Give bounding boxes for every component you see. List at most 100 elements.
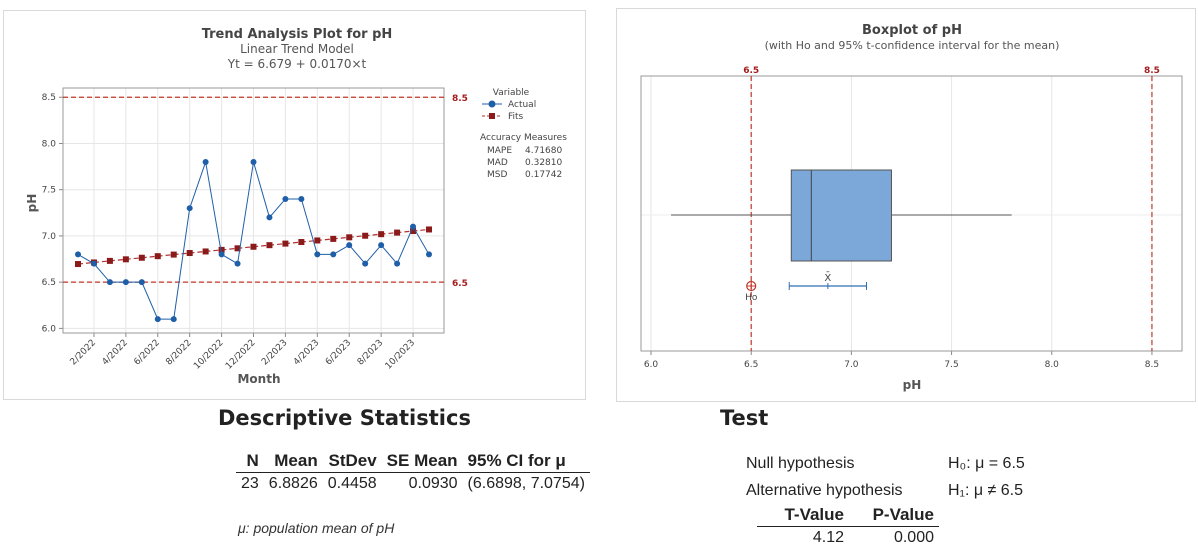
actual-point — [298, 195, 305, 202]
fits-point — [282, 240, 289, 247]
actual-point — [186, 205, 193, 212]
cell-t-value: 4.12 — [812, 529, 844, 546]
iqr-box — [790, 169, 892, 262]
xbar-label: X̄ — [824, 271, 831, 284]
accuracy-label-msd: MSD — [487, 170, 507, 180]
actual-point — [266, 214, 273, 221]
fits-point — [330, 235, 337, 242]
accuracy-label-mad: MAD — [487, 158, 508, 168]
actual-point — [234, 260, 241, 267]
boxplot-subtitle: (with Ho and 95% t-confidence interval f… — [765, 39, 1060, 52]
actual-point — [378, 242, 385, 249]
column-header-ci: 95% CI for μ — [462, 450, 590, 473]
y-tick-label: 6.5 — [42, 278, 56, 288]
fits-point — [75, 261, 81, 268]
column-header-p-value: P-Value — [849, 504, 939, 527]
column-header-stdev: StDev — [322, 450, 382, 473]
actual-point — [138, 279, 145, 286]
fits-point — [234, 245, 241, 252]
cell-ci: (6.6898, 7.0754) — [467, 475, 585, 492]
actual-point — [282, 195, 289, 202]
fits-point — [298, 239, 305, 246]
fits-point — [138, 254, 145, 261]
actual-point — [314, 251, 321, 258]
null-hypothesis-label: Null hypothesis — [746, 455, 855, 472]
boxplot-frame — [640, 75, 1183, 352]
column-header-t-value: T-Value — [757, 504, 849, 527]
cell-p-value: 0.000 — [893, 529, 934, 546]
reference-line-label: 8.5 — [1144, 66, 1160, 76]
x-tick-label: 8/2023 — [356, 338, 385, 367]
actual-point — [75, 251, 81, 258]
trend-analysis-panel: Trend Analysis Plot for pH Linear Trend … — [3, 10, 586, 400]
fits-point — [154, 253, 161, 260]
x-tick-label: 10/2022 — [192, 338, 226, 372]
x-tick-label: 2/2022 — [69, 338, 98, 367]
x-tick-label: 7.0 — [844, 360, 859, 370]
actual-point — [122, 279, 129, 286]
fits-point — [378, 231, 385, 238]
table-row: 23 6.8826 0.4458 0.0930 (6.6898, 7.0754) — [236, 473, 590, 496]
boxplot-title: Boxplot of pH — [862, 23, 962, 38]
cell-n: 23 — [241, 475, 259, 492]
cell-stdev: 0.4458 — [327, 475, 377, 492]
actual-point — [330, 251, 337, 258]
test-table: T-Value P-Value 4.12 0.000 — [757, 504, 939, 549]
column-header-se-mean: SE Mean — [381, 450, 463, 473]
descriptive-statistics-table: N Mean StDev SE Mean 95% CI for μ 23 6.8… — [236, 450, 590, 495]
trend-x-axis-label: Month — [237, 372, 280, 386]
fits-point — [106, 257, 113, 264]
y-tick-label: 7.0 — [42, 232, 57, 242]
accuracy-value-msd: 0.17742 — [525, 170, 562, 180]
x-tick-label: 6.5 — [744, 360, 758, 370]
x-tick-label: 4/2022 — [101, 338, 130, 367]
fits-point — [122, 256, 129, 263]
x-tick-label: 8.0 — [1045, 360, 1060, 370]
trend-y-axis-label: pH — [25, 194, 39, 213]
trend-equation: Yt = 6.679 + 0.0170×t — [227, 57, 367, 71]
y-tick-label: 8.0 — [42, 139, 57, 149]
y-tick-label: 6.0 — [42, 324, 57, 334]
y-tick-label: 7.5 — [42, 186, 56, 196]
null-hypothesis-value: H₀: μ = 6.5 — [948, 455, 1025, 472]
descriptive-statistics-table-wrap: N Mean StDev SE Mean 95% CI for μ 23 6.8… — [236, 450, 590, 495]
x-tick-label: 6/2023 — [324, 338, 353, 367]
fits-point — [410, 228, 417, 235]
x-tick-label: 4/2023 — [292, 338, 321, 367]
actual-point — [362, 260, 369, 267]
actual-point — [394, 260, 401, 267]
population-mean-note: μ: population mean of pH — [238, 520, 395, 536]
x-tick-label: 2/2023 — [260, 338, 289, 367]
column-header-mean: Mean — [263, 450, 323, 473]
actual-point — [410, 223, 417, 230]
actual-point — [90, 260, 97, 267]
fits-point — [170, 251, 177, 258]
accuracy-label-mape: MAPE — [487, 146, 512, 156]
table-header-row: T-Value P-Value — [757, 504, 939, 527]
actual-point — [154, 316, 161, 323]
trend-chart: Trend Analysis Plot for pH Linear Trend … — [25, 27, 567, 386]
alternative-hypothesis-value: H₁: μ ≠ 6.5 — [948, 482, 1023, 499]
x-tick-label: 12/2022 — [224, 338, 258, 372]
x-tick-label: 8/2022 — [164, 338, 193, 367]
trend-plot-frame — [62, 87, 445, 334]
fits-point — [346, 234, 353, 241]
actual-point — [250, 158, 257, 165]
fits-point — [250, 243, 257, 250]
boxplot-panel: Boxplot of pH (with Ho and 95% t-confide… — [616, 8, 1196, 402]
legend-fits-marker — [489, 113, 495, 119]
fits-point — [314, 237, 321, 244]
boxplot-x-axis-label: pH — [903, 378, 922, 392]
actual-point — [170, 316, 177, 323]
descriptive-statistics-heading: Descriptive Statistics — [218, 406, 471, 430]
fits-point — [202, 248, 209, 255]
x-tick-label: 8.5 — [1145, 360, 1159, 370]
column-header-n: N — [236, 450, 264, 473]
trend-title: Trend Analysis Plot for pH — [202, 27, 393, 42]
reference-line-label: 6.5 — [743, 66, 759, 76]
fits-point — [426, 226, 432, 233]
table-header-row: N Mean StDev SE Mean 95% CI for μ — [236, 450, 590, 473]
fits-point — [266, 242, 273, 249]
legend-title: Variable — [493, 88, 530, 98]
actual-point — [106, 279, 113, 286]
